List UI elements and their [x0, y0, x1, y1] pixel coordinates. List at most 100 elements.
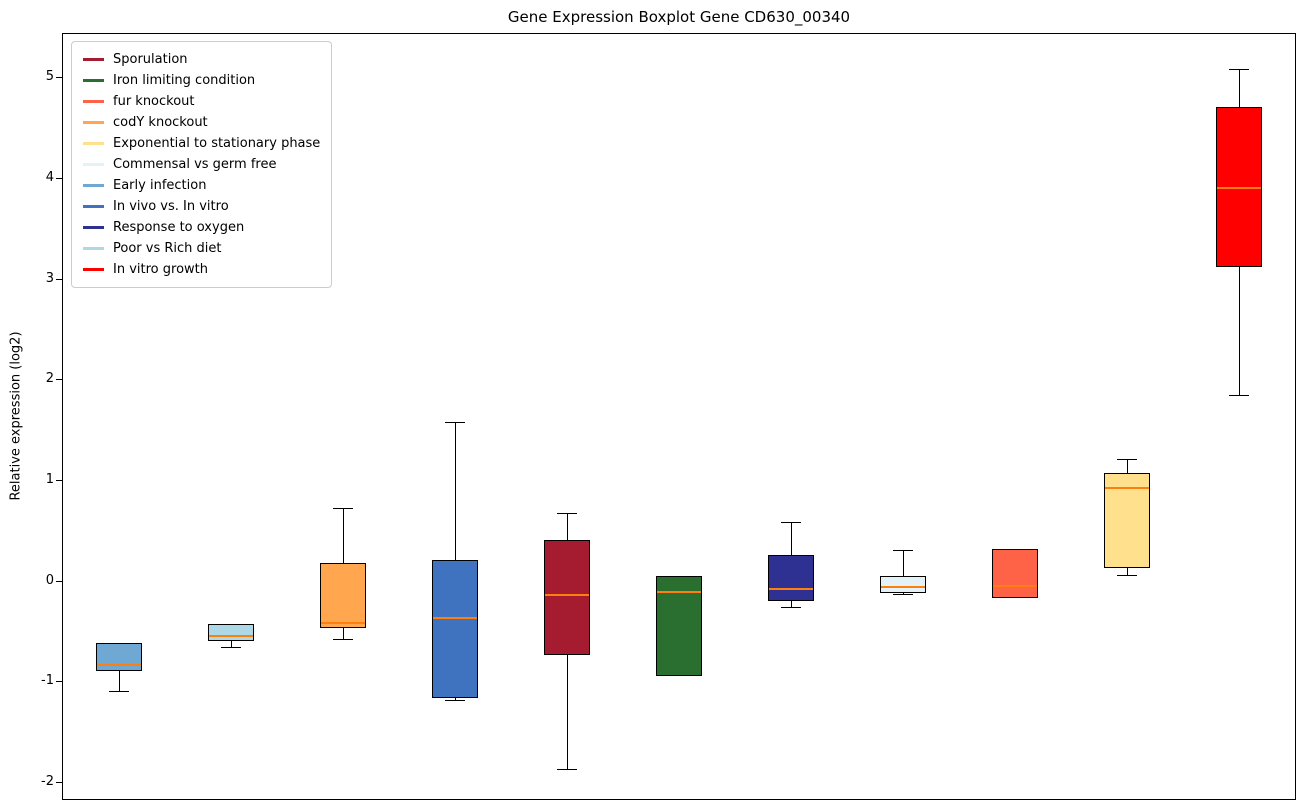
median-line: [769, 587, 813, 590]
legend-item: In vitro growth: [83, 259, 320, 280]
legend-item: Exponential to stationary phase: [83, 133, 320, 154]
upper-whisker: [790, 522, 792, 556]
y-tick-mark: [56, 580, 63, 582]
boxplot-box: [992, 549, 1038, 598]
upper-whisker: [566, 513, 568, 541]
upper-whisker-cap: [893, 550, 913, 552]
lower-whisker-cap: [221, 647, 241, 648]
y-tick-mark: [56, 379, 63, 381]
upper-whisker-cap: [1117, 458, 1137, 460]
boxplot-box: [880, 575, 926, 593]
legend-item: fur knockout: [83, 91, 320, 112]
median-line: [1105, 486, 1149, 489]
y-tick-label: 4: [45, 169, 54, 185]
upper-whisker: [1238, 69, 1240, 108]
upper-whisker: [902, 550, 904, 576]
legend-item-label: fur knockout: [113, 94, 195, 109]
lower-whisker: [454, 698, 456, 701]
y-tick-mark: [56, 681, 63, 683]
legend-item-label: Commensal vs germ free: [113, 157, 277, 172]
legend-color-swatch: [83, 247, 104, 250]
lower-whisker: [230, 640, 232, 647]
lower-whisker: [790, 600, 792, 607]
legend-color-swatch: [83, 100, 104, 103]
legend-item: Commensal vs germ free: [83, 154, 320, 175]
boxplot-box: [96, 642, 142, 672]
y-tick-mark: [56, 278, 63, 280]
legend-color-swatch: [83, 226, 104, 229]
lower-whisker: [342, 627, 344, 639]
upper-whisker-cap: [333, 508, 353, 510]
lower-whisker-cap: [333, 638, 353, 640]
boxplot-box: [544, 540, 590, 656]
lower-whisker: [902, 592, 904, 594]
lower-whisker-cap: [109, 691, 129, 693]
upper-whisker-cap: [1229, 69, 1249, 71]
median-line: [545, 593, 589, 596]
legend-item-label: Exponential to stationary phase: [113, 136, 321, 151]
upper-whisker-cap: [557, 513, 577, 515]
chart-title: Gene Expression Boxplot Gene CD630_00340: [507, 8, 851, 26]
legend-color-swatch: [83, 205, 104, 208]
lower-whisker-cap: [445, 700, 465, 702]
y-tick-label: -1: [41, 673, 54, 689]
legend-item: Poor vs Rich diet: [83, 238, 320, 259]
legend-color-swatch: [83, 268, 104, 271]
legend-color-swatch: [83, 184, 104, 187]
legend-item: codY knockout: [83, 112, 320, 133]
legend-item: Response to oxygen: [83, 217, 320, 238]
upper-whisker: [342, 508, 344, 564]
lower-whisker-cap: [1229, 395, 1249, 397]
legend-item-label: Iron limiting condition: [113, 73, 256, 88]
y-tick-label: 1: [45, 471, 54, 487]
median-line: [881, 585, 925, 588]
lower-whisker-cap: [781, 606, 801, 608]
legend-item-label: Response to oxygen: [113, 220, 245, 235]
lower-whisker-cap: [557, 768, 577, 770]
lower-whisker: [1126, 568, 1128, 575]
median-line: [993, 584, 1037, 587]
upper-whisker-cap: [781, 522, 801, 524]
median-line: [1217, 187, 1261, 189]
boxplot-box: [208, 623, 254, 641]
lower-whisker: [118, 671, 120, 692]
y-axis-label: Relative expression (log2): [8, 331, 24, 501]
upper-whisker: [1126, 458, 1128, 473]
median-line: [97, 664, 141, 667]
legend-color-swatch: [83, 121, 104, 124]
lower-whisker: [566, 655, 568, 769]
median-line: [433, 616, 477, 619]
median-line: [321, 621, 365, 624]
lower-whisker-cap: [893, 593, 913, 595]
boxplot-box: [768, 555, 814, 601]
legend-item: Early infection: [83, 175, 320, 196]
y-tick-label: -2: [41, 773, 54, 789]
legend-item: Sporulation: [83, 49, 320, 70]
upper-whisker: [454, 421, 456, 561]
y-tick-mark: [56, 781, 63, 783]
legend-item-label: In vitro growth: [113, 262, 208, 277]
legend-item: Iron limiting condition: [83, 70, 320, 91]
boxplot-box: [432, 560, 478, 699]
lower-whisker-cap: [1117, 574, 1137, 576]
median-line: [209, 634, 253, 637]
lower-whisker: [1238, 266, 1240, 396]
upper-whisker-cap: [445, 421, 465, 423]
boxplot-box: [320, 563, 366, 628]
plot-area: Sporulation Iron limiting condition fur kn…: [41, 33, 1296, 800]
legend-item-label: Early infection: [113, 178, 207, 193]
boxplot-box: [1216, 107, 1262, 267]
y-tick-label: 3: [45, 270, 54, 286]
y-tick-label: 0: [45, 572, 54, 588]
legend-color-swatch: [83, 163, 104, 166]
legend-color-swatch: [83, 79, 104, 82]
y-tick-mark: [56, 479, 63, 481]
legend: Sporulation Iron limiting condition fur kn…: [71, 41, 333, 288]
legend-item-label: Poor vs Rich diet: [113, 241, 222, 256]
legend-item-label: In vivo vs. In vitro: [113, 199, 229, 214]
legend-color-swatch: [83, 58, 104, 61]
legend-color-swatch: [83, 142, 104, 145]
y-tick-label: 2: [45, 371, 54, 387]
legend-item: In vivo vs. In vitro: [83, 196, 320, 217]
legend-item-label: codY knockout: [113, 115, 208, 130]
